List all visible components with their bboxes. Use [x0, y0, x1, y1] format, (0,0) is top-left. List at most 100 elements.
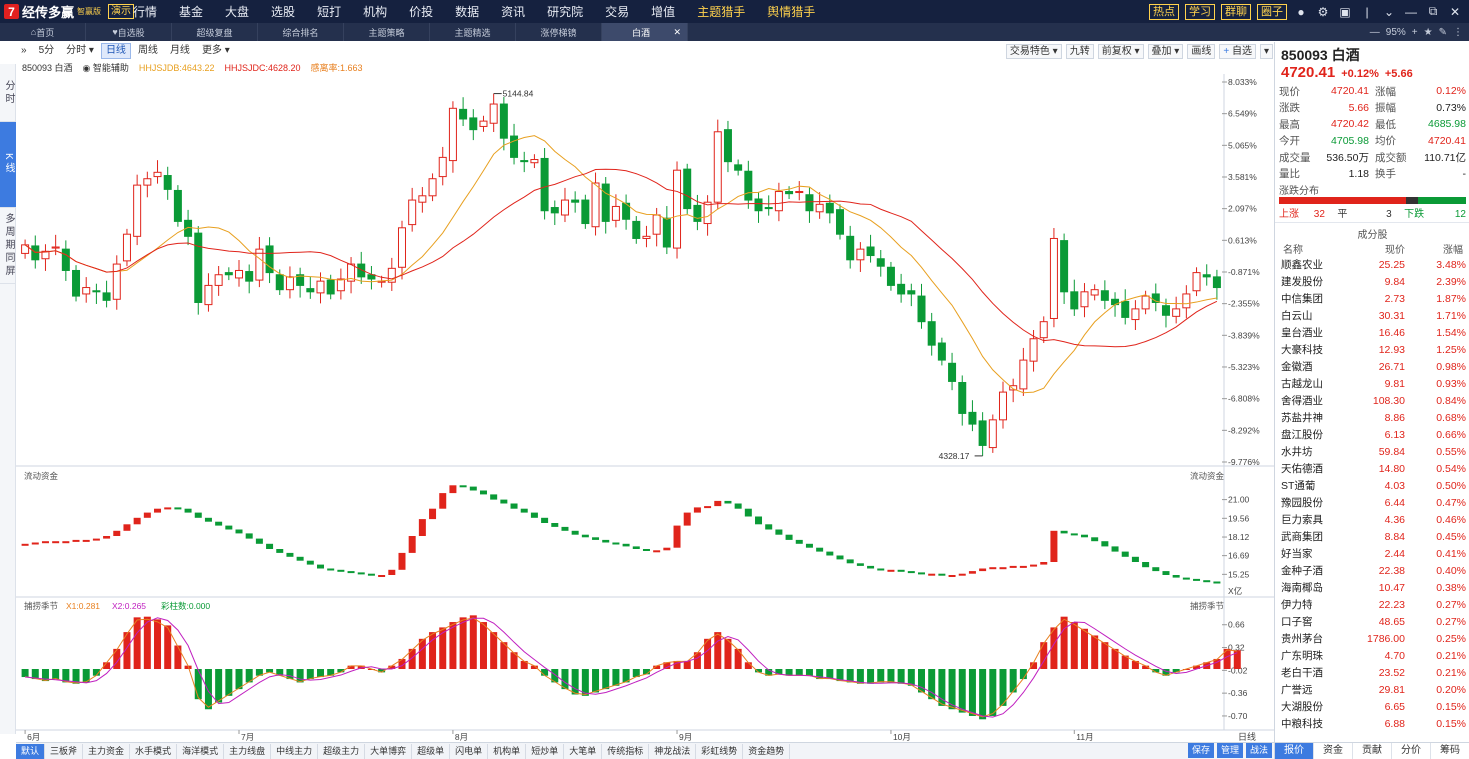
constituent-row[interactable]: 贵州茅台 1786.00 0.25%	[1281, 630, 1466, 647]
menu-item[interactable]: 价投	[409, 5, 434, 19]
menu-item[interactable]: 短打	[317, 5, 342, 19]
tab-3[interactable]: 综合排名	[258, 23, 344, 41]
menu-item[interactable]: 资讯	[501, 5, 526, 19]
chart-tool-button[interactable]: + 自选	[1219, 43, 1256, 59]
chart-tool-button[interactable]: 前复权 ▾	[1097, 43, 1144, 59]
tab-4[interactable]: 主题策略	[344, 23, 430, 41]
menu-item[interactable]: 交易	[605, 5, 630, 19]
period-button[interactable]: 周线	[137, 45, 158, 56]
constituent-row[interactable]: 舍得酒业 108.30 0.84%	[1281, 392, 1466, 409]
chart-tool-button[interactable]: 交易特色 ▾	[1005, 43, 1062, 59]
indicator-tab[interactable]: 大笔单	[564, 743, 603, 759]
tab-0[interactable]: ⌂ 首页	[0, 23, 86, 41]
app-logo[interactable]: 7 经传多赢 智赢版 演示	[4, 3, 135, 20]
chart-tool-button[interactable]: 叠加 ▾	[1147, 43, 1184, 59]
indicator-tab[interactable]: 海洋模式	[177, 743, 225, 759]
constituent-row[interactable]: 豫园股份 6.44 0.47%	[1281, 494, 1466, 511]
indicator-tab[interactable]: 默认	[16, 743, 46, 759]
indicator-tab[interactable]: 短炒单	[526, 743, 565, 759]
gear-icon[interactable]: ⚙	[1317, 4, 1329, 19]
menu-item[interactable]: 增值	[651, 5, 676, 19]
zoom-in-icon[interactable]: +	[1411, 26, 1418, 38]
menu-item[interactable]: 机构	[363, 5, 388, 19]
hot-button[interactable]: 热点	[1149, 3, 1179, 20]
constituent-row[interactable]: 好当家 2.44 0.41%	[1281, 545, 1466, 562]
indicator-tab[interactable]: 超级主力	[318, 743, 366, 759]
period-button[interactable]: 月线	[169, 45, 190, 56]
period-button[interactable]: 5分	[38, 45, 55, 56]
tab-7[interactable]: 白酒 ✕	[602, 23, 688, 41]
menu-item[interactable]: 基金	[179, 5, 204, 19]
constituent-row[interactable]: 白云山 30.31 1.71%	[1281, 307, 1466, 324]
menu-item[interactable]: 大盘	[225, 5, 250, 19]
indicator-action-button[interactable]: 管理	[1216, 743, 1243, 758]
panel-tab[interactable]: 贡献	[1353, 743, 1392, 759]
panel-tab[interactable]: 分价	[1392, 743, 1431, 759]
panel-tab[interactable]: 筹码	[1431, 743, 1469, 759]
chevron-down-icon[interactable]: ⌄	[1383, 4, 1395, 19]
indicator-tab[interactable]: 大单博弈	[365, 743, 413, 759]
constituent-row[interactable]: 老白干酒 23.52 0.21%	[1281, 664, 1466, 681]
rail-2[interactable]: 多周期同屏	[0, 208, 16, 284]
indicator-tab[interactable]: 资金趋势	[743, 743, 791, 759]
period-button[interactable]: 分时 ▾	[66, 45, 94, 56]
indicator-tab[interactable]: 机构单	[488, 743, 527, 759]
indicator-action-button[interactable]: 保存	[1187, 743, 1214, 758]
menu-item[interactable]: 舆情猎手	[767, 5, 816, 19]
constituent-row[interactable]: 广东明珠 4.70 0.21%	[1281, 647, 1466, 664]
col-price[interactable]: 现价	[1385, 245, 1405, 256]
chart-tool-button[interactable]: 画线	[1187, 43, 1216, 59]
panel-tab[interactable]: 资金	[1314, 743, 1353, 759]
tab-5[interactable]: 主题精选	[430, 23, 516, 41]
constituent-row[interactable]: 顺鑫农业 25.25 3.48%	[1281, 256, 1466, 273]
group-chat-button[interactable]: 群聊	[1221, 3, 1251, 20]
menu-item[interactable]: 主题猎手	[697, 5, 746, 19]
chevron-down-icon[interactable]: ▾	[1259, 43, 1273, 59]
close-icon[interactable]: ✕	[1449, 4, 1461, 19]
col-change[interactable]: 涨幅	[1443, 245, 1463, 256]
star-icon[interactable]: ★	[1423, 26, 1433, 38]
constituent-row[interactable]: 巨力索具 4.36 0.46%	[1281, 511, 1466, 528]
user-icon[interactable]: ●	[1297, 4, 1305, 19]
constituent-row[interactable]: ST通葡 4.03 0.50%	[1281, 477, 1466, 494]
indicator-action-button[interactable]: 战法	[1245, 743, 1272, 758]
period-button[interactable]: 更多 ▾	[201, 45, 230, 56]
more-icon[interactable]: ⋮	[1453, 26, 1463, 38]
indicator-tab[interactable]: 彩虹线势	[696, 743, 744, 759]
constituent-row[interactable]: 金徽酒 26.71 0.98%	[1281, 358, 1466, 375]
indicator-tab[interactable]: 闪电单	[450, 743, 489, 759]
demo-badge[interactable]: 演示	[108, 4, 135, 19]
constituent-row[interactable]: 武商集团 8.84 0.45%	[1281, 528, 1466, 545]
indicator-tab[interactable]: 超级单	[412, 743, 451, 759]
menu-item[interactable]: 数据	[455, 5, 480, 19]
constituent-row[interactable]: 中信集团 2.73 1.87%	[1281, 290, 1466, 307]
constituent-row[interactable]: 口子窖 48.65 0.27%	[1281, 613, 1466, 630]
indicator-tab[interactable]: 水手模式	[130, 743, 178, 759]
rail-0[interactable]: 分时	[0, 64, 16, 122]
constituent-row[interactable]: 苏盐井神 8.86 0.68%	[1281, 409, 1466, 426]
constituent-row[interactable]: 古越龙山 9.81 0.93%	[1281, 375, 1466, 392]
panel-tab[interactable]: 报价	[1275, 743, 1314, 759]
learn-button[interactable]: 学习	[1185, 3, 1215, 20]
indicator-tab[interactable]: 中线主力	[271, 743, 319, 759]
close-tab-icon[interactable]: ✕	[673, 26, 681, 37]
constituent-row[interactable]: 天佑德酒 14.80 0.54%	[1281, 460, 1466, 477]
constituent-row[interactable]: 皇台酒业 16.46 1.54%	[1281, 324, 1466, 341]
constituent-row[interactable]: 伊力特 22.23 0.27%	[1281, 596, 1466, 613]
pen-icon[interactable]: ✎	[1438, 26, 1447, 38]
chart-tool-button[interactable]: 九转	[1065, 43, 1094, 59]
smart-assist-toggle[interactable]: ◉ 智能辅助	[82, 63, 129, 73]
indicator-tab[interactable]: 传统指标	[602, 743, 650, 759]
indicator-tab[interactable]: 三板斧	[45, 743, 84, 759]
constituent-row[interactable]: 大湖股份 6.65 0.15%	[1281, 698, 1466, 715]
constituent-row[interactable]: 水井坊 59.84 0.55%	[1281, 443, 1466, 460]
expand-icon[interactable]: »	[21, 45, 27, 56]
menu-item[interactable]: 选股	[271, 5, 296, 19]
kline-chart[interactable]: 8.033% 6.549% 5.065% 3.581% 2.097% 0.613% -0.8…	[16, 74, 1274, 744]
constituent-row[interactable]: 金种子酒 22.38 0.40%	[1281, 562, 1466, 579]
indicator-tab[interactable]: 神龙战法	[649, 743, 697, 759]
constituent-row[interactable]: 建发股份 9.84 2.39%	[1281, 273, 1466, 290]
tab-1[interactable]: ♥ 自选股	[86, 23, 172, 41]
col-name[interactable]: 名称	[1283, 245, 1303, 256]
menu-item[interactable]: 研究院	[547, 5, 584, 19]
